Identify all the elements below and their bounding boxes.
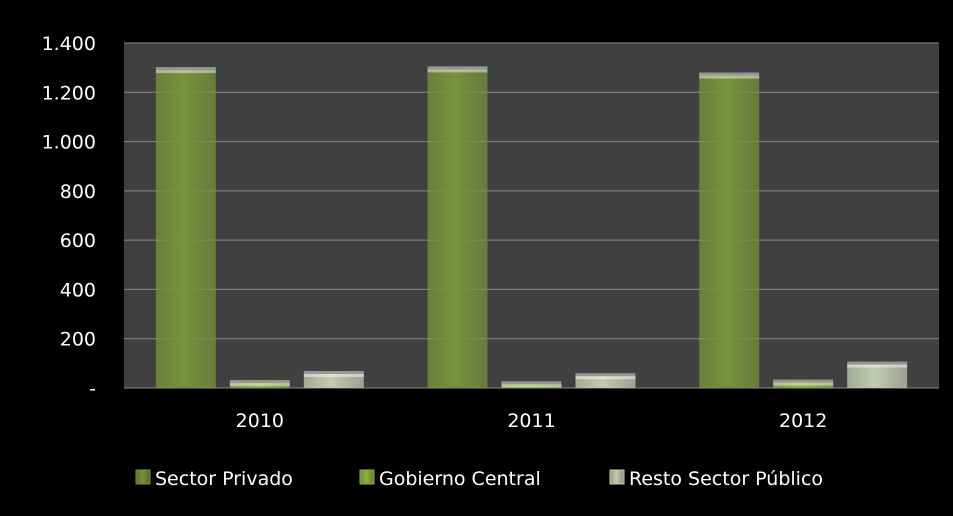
bar-sector-privado-2010 [155, 70, 216, 388]
bar-top-highlight [773, 379, 834, 386]
x-tick-label: 2010 [236, 410, 284, 432]
legend-swatch [135, 469, 151, 485]
y-tick-label: - [89, 378, 96, 400]
bar-top-highlight [847, 361, 908, 368]
x-axis-ticks: 2010 2011 2012 [236, 410, 828, 432]
bar-gobierno-central-2011 [501, 384, 562, 388]
y-tick-label: 600 [60, 230, 96, 252]
bar-top-highlight [229, 380, 290, 387]
bar-top-highlight [155, 67, 216, 74]
bar-top-highlight [427, 66, 488, 73]
y-tick-label: 1.200 [42, 82, 96, 104]
bar-top-highlight [501, 381, 562, 388]
bar-sector-privado-2012 [699, 75, 760, 389]
y-tick-label: 1.000 [42, 132, 96, 154]
bar-top-highlight [303, 370, 364, 377]
bar-top-highlight [575, 373, 636, 380]
bar-gobierno-central-2010 [229, 383, 290, 388]
legend-label: Sector Privado [155, 468, 293, 490]
y-tick-label: 400 [60, 279, 96, 301]
bar-resto-sector-público-2012 [847, 364, 908, 388]
y-tick-label: 800 [60, 181, 96, 203]
bars [155, 66, 908, 389]
x-tick-label: 2012 [779, 410, 827, 432]
legend-label: Gobierno Central [379, 468, 541, 490]
legend: Sector Privado Gobierno Central Resto Sect… [135, 468, 823, 490]
bar-sector-privado-2011 [427, 69, 488, 388]
bar-resto-sector-público-2010 [303, 373, 364, 388]
plot-area [124, 43, 939, 388]
y-tick-label: 1.400 [42, 33, 96, 55]
y-axis-ticks: - 200 400 600 800 1.000 1.200 1.400 [42, 33, 96, 400]
legend-swatch [609, 469, 625, 485]
y-tick-label: 200 [60, 329, 96, 351]
bar-gobierno-central-2012 [773, 382, 834, 388]
x-tick-label: 2011 [507, 410, 555, 432]
bar-resto-sector-público-2011 [575, 376, 636, 388]
legend-label: Resto Sector Público [629, 468, 823, 490]
legend-swatch [359, 469, 375, 485]
bar-top-highlight [699, 72, 760, 79]
